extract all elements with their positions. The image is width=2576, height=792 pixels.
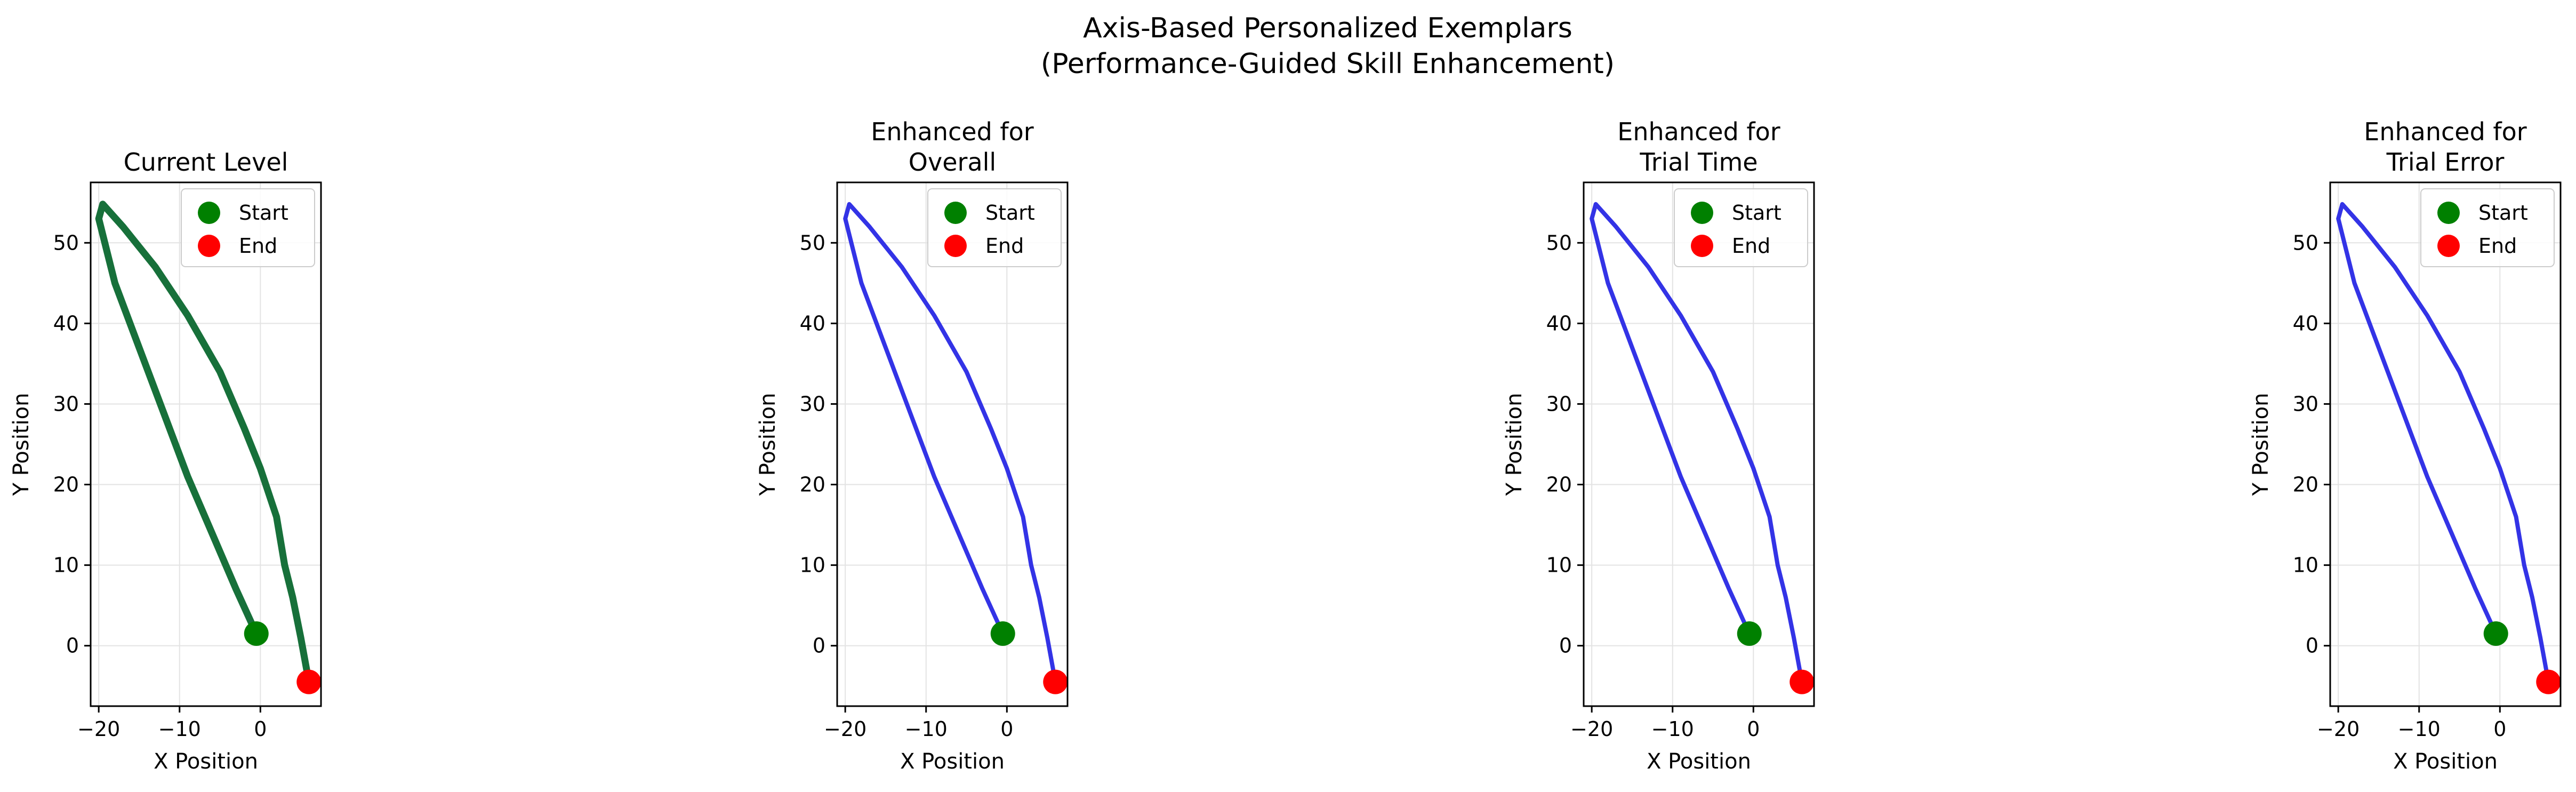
end-marker: [1043, 669, 1068, 694]
end-marker: [1789, 669, 1815, 694]
legend-start-marker: [944, 202, 967, 224]
subplot-title: Enhanced for: [871, 117, 1033, 146]
y-tick-label: 30: [53, 392, 79, 415]
subplot-title: Enhanced for: [1617, 117, 1780, 146]
y-tick-label: 30: [2293, 392, 2318, 415]
y-tick-label: 40: [2293, 311, 2318, 335]
x-tick-label: 0: [2493, 717, 2506, 741]
axes-frame: [836, 181, 1069, 707]
start-marker: [990, 621, 1015, 646]
start-marker: [1737, 621, 1762, 646]
legend: Start End: [927, 188, 1062, 267]
trajectory-line: [95, 201, 312, 686]
subplot-3: −20 −10 0 0 10 20 30 40 50 X Position Y Position En…: [1502, 117, 1815, 774]
start-marker: [2483, 621, 2508, 646]
trajectory-line: [843, 202, 1058, 684]
y-tick-label: 40: [53, 311, 79, 335]
x-tick-label: −20: [2317, 717, 2360, 741]
y-axis-label: Y Position: [9, 393, 34, 497]
y-tick-label: 0: [66, 634, 79, 658]
subplot-4: −20 −10 0 0 10 20 30 40 50 X Position Y Position En…: [2249, 117, 2562, 774]
x-tick-label: −20: [824, 717, 866, 741]
subplot-2: −20 −10 0 0 10 20 30 40 50 X Position Y Position En…: [756, 117, 1069, 774]
end-marker: [2536, 669, 2561, 694]
y-tick-label: 20: [1546, 473, 1572, 497]
subplot-title: Current Level: [124, 148, 288, 177]
legend-start-marker: [1691, 202, 1713, 224]
y-tick-label: 50: [2293, 231, 2318, 254]
legend-label: End: [2478, 234, 2517, 258]
x-tick-label: −20: [1570, 717, 1613, 741]
figure-title-line1: Axis-Based Personalized Exemplars: [1083, 12, 1572, 44]
x-axis-label: X Position: [1647, 749, 1751, 774]
x-axis-label: X Position: [900, 749, 1005, 774]
trajectory-line: [1590, 202, 1804, 684]
subplot-1: −20 −10 0 0 10 20 30 40 50 X Position Y Position Cu…: [9, 148, 322, 774]
y-tick-label: 50: [53, 231, 79, 254]
y-tick-label: 10: [800, 554, 825, 577]
legend-end-marker: [1691, 235, 1713, 257]
x-tick-label: 0: [254, 717, 267, 741]
y-tick-label: 40: [1546, 311, 1572, 335]
y-tick-label: 0: [2306, 634, 2318, 658]
subplot-title: Enhanced for: [2364, 117, 2526, 146]
legend-label: Start: [2478, 201, 2528, 225]
y-axis-label: Y Position: [2249, 393, 2273, 497]
x-tick-label: 0: [1000, 717, 1013, 741]
y-tick-label: 20: [2293, 473, 2318, 497]
legend: Start End: [181, 188, 315, 267]
y-tick-label: 30: [800, 392, 825, 415]
y-tick-label: 0: [813, 634, 825, 658]
x-axis-label: X Position: [2393, 749, 2498, 774]
x-tick-label: −10: [905, 717, 948, 741]
legend-label: Start: [239, 201, 288, 225]
y-tick-label: 50: [800, 231, 825, 254]
end-marker: [296, 669, 322, 694]
y-tick-label: 10: [2293, 554, 2318, 577]
y-tick-label: 20: [800, 473, 825, 497]
y-axis-label: Y Position: [756, 393, 780, 497]
trajectory-line: [2336, 202, 2551, 684]
subplot-title: Trial Time: [1639, 148, 1758, 177]
legend-end-marker: [198, 235, 220, 257]
legend: Start End: [1674, 188, 1808, 267]
legend-label: Start: [985, 201, 1035, 225]
y-axis-label: Y Position: [1502, 393, 1527, 497]
figure-title-line2: (Performance-Guided Skill Enhancement): [1041, 48, 1615, 80]
legend-label: End: [239, 234, 277, 258]
legend: Start End: [2420, 188, 2555, 267]
x-tick-label: −20: [77, 717, 120, 741]
x-axis-label: X Position: [154, 749, 258, 774]
subplot-title: Overall: [909, 148, 996, 177]
legend-start-marker: [198, 202, 220, 224]
x-tick-label: −10: [158, 717, 201, 741]
legend-label: End: [985, 234, 1024, 258]
axes-frame: [2329, 181, 2562, 707]
y-tick-label: 30: [1546, 392, 1572, 415]
x-tick-label: −10: [2398, 717, 2441, 741]
y-tick-label: 10: [1546, 554, 1572, 577]
y-tick-label: 10: [53, 554, 79, 577]
y-tick-label: 0: [1559, 634, 1572, 658]
legend-label: End: [1732, 234, 1770, 258]
y-tick-label: 50: [1546, 231, 1572, 254]
subplots: −20 −10 0 0 10 20 30 40 50 X Position Y Position Cu…: [9, 117, 2562, 774]
legend-start-marker: [2437, 202, 2460, 224]
x-tick-label: 0: [1747, 717, 1760, 741]
start-marker: [244, 621, 269, 646]
y-tick-label: 20: [53, 473, 79, 497]
legend-end-marker: [944, 235, 967, 257]
legend-end-marker: [2437, 235, 2460, 257]
axes-frame: [1583, 181, 1815, 707]
legend-label: Start: [1732, 201, 1781, 225]
x-tick-label: −10: [1651, 717, 1694, 741]
axes-frame: [90, 181, 322, 707]
subplot-title: Trial Error: [2386, 148, 2505, 177]
y-tick-label: 40: [800, 311, 825, 335]
